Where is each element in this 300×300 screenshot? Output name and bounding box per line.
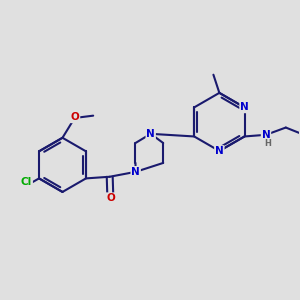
Text: N: N xyxy=(131,167,140,177)
Text: N: N xyxy=(262,130,270,140)
Text: O: O xyxy=(71,112,80,122)
Text: H: H xyxy=(264,139,271,148)
Text: N: N xyxy=(146,129,155,139)
Text: N: N xyxy=(215,146,224,156)
Text: Cl: Cl xyxy=(21,177,32,188)
Text: N: N xyxy=(240,102,249,112)
Text: O: O xyxy=(106,193,115,203)
